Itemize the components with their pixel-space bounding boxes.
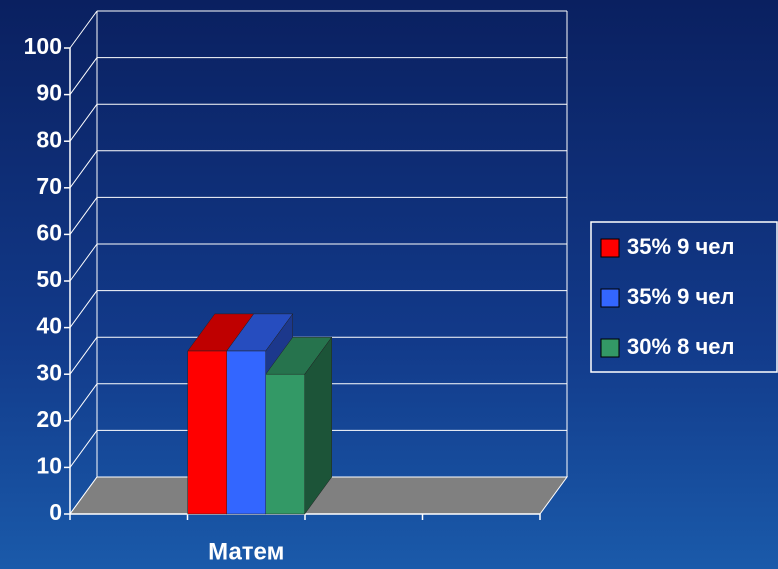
bar xyxy=(187,350,227,515)
y-tick-label: 60 xyxy=(36,219,62,245)
bar-side xyxy=(304,336,332,515)
y-tick-label: 70 xyxy=(36,173,62,199)
wall-line xyxy=(69,243,98,282)
legend-box xyxy=(590,221,778,373)
y-tick-label: 30 xyxy=(36,359,62,385)
wall-line xyxy=(69,57,98,95)
wall-line xyxy=(69,10,98,49)
wall-line xyxy=(69,103,98,142)
wall-line xyxy=(69,197,98,235)
legend-label: 35% 9 чел xyxy=(627,284,734,309)
wall-line xyxy=(69,383,98,422)
y-tick-label: 90 xyxy=(36,80,62,106)
y-tick-label: 10 xyxy=(36,452,62,478)
y-tick-label: 80 xyxy=(36,126,62,152)
y-tick-label: 100 xyxy=(24,33,62,59)
y-tick-label: 40 xyxy=(36,313,62,339)
wall-line xyxy=(69,336,98,375)
y-tick-label: 20 xyxy=(36,406,62,432)
bar xyxy=(226,350,266,515)
wall-line xyxy=(69,150,98,189)
bar xyxy=(265,373,305,515)
legend-label: 30% 8 чел xyxy=(627,334,734,359)
wall-line xyxy=(69,290,98,328)
legend-label: 35% 9 чел xyxy=(627,234,734,259)
y-tick-label: 50 xyxy=(36,266,62,292)
x-tick-label: Матем xyxy=(208,538,284,565)
wall-line xyxy=(69,430,98,468)
legend-swatch xyxy=(600,338,620,358)
y-tick-label: 0 xyxy=(49,499,62,525)
legend-swatch xyxy=(600,288,620,308)
legend-swatch xyxy=(600,238,620,258)
